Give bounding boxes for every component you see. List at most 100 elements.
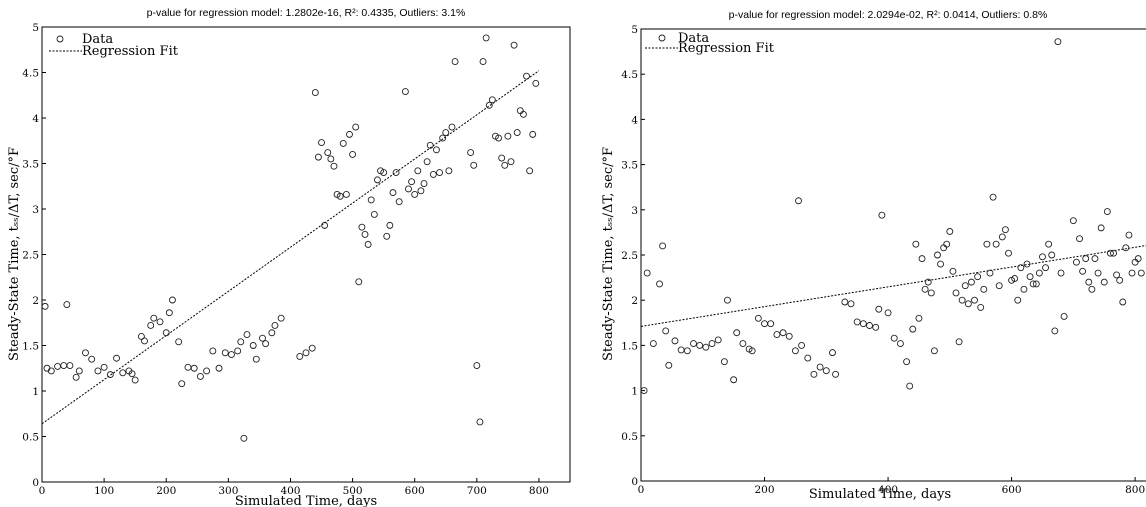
right-data-point — [980, 285, 988, 293]
left-data-point — [54, 362, 61, 370]
right-data-point — [878, 211, 886, 219]
right-data-point — [1085, 278, 1093, 286]
left-x-tick-label: 400 — [280, 485, 300, 497]
left-y-tick-label: 2.5 — [22, 250, 39, 262]
right-data-point — [967, 278, 975, 286]
right-data-point — [958, 296, 966, 304]
left-data-point — [448, 123, 456, 131]
right-data-point — [1079, 267, 1087, 275]
left-legend-data-marker — [56, 35, 64, 43]
right-data-point — [795, 197, 802, 205]
left-data-point — [380, 169, 388, 177]
right-data-point — [1072, 258, 1080, 266]
left-data-point — [302, 349, 310, 357]
right-y-tick-label: 2.5 — [621, 250, 638, 262]
right-data-point — [1057, 269, 1065, 277]
left-data-point — [488, 96, 496, 104]
left-data-point — [476, 418, 484, 426]
left-data-point — [339, 140, 347, 147]
left-data-point — [175, 338, 183, 346]
left-data-point — [119, 369, 127, 377]
right-data-point — [773, 331, 781, 339]
left-data-point — [401, 88, 409, 96]
right-data-point — [1032, 280, 1040, 288]
left-data-point — [308, 344, 316, 352]
right-scatter-chart: p-value for regression model: 2.0294e-02… — [601, 9, 1146, 502]
right-data-point — [649, 340, 657, 348]
right-data-point — [1110, 249, 1117, 257]
right-data-point — [896, 340, 904, 348]
right-y-tick-label: 1.5 — [621, 340, 638, 352]
right-x-tick-label: 200 — [755, 484, 775, 496]
left-data-point — [63, 301, 71, 308]
left-data-point — [417, 187, 425, 195]
left-x-axis-label: Simulated Time, days — [235, 494, 377, 507]
right-data-point — [761, 320, 768, 328]
right-data-point — [785, 332, 793, 340]
left-data-point — [43, 364, 51, 372]
left-y-tick-label: 2 — [32, 295, 39, 307]
left-data-point — [321, 221, 329, 229]
left-plot-frame — [41, 26, 571, 483]
right-data-point — [1060, 313, 1068, 320]
right-data-point — [1048, 251, 1056, 259]
left-data-point — [442, 129, 450, 137]
right-data-point — [949, 267, 957, 275]
right-data-point — [977, 303, 985, 311]
left-data-point — [423, 158, 431, 166]
left-data-point — [507, 158, 515, 166]
left-data-point — [529, 130, 537, 138]
right-data-point — [1088, 285, 1096, 293]
left-data-point — [100, 363, 108, 371]
right-data-point — [1020, 285, 1028, 293]
left-data-point — [349, 150, 357, 158]
left-y-tick-label: 4.5 — [22, 68, 39, 80]
right-data-point — [1137, 269, 1145, 277]
left-data-point — [451, 58, 459, 66]
right-x-tick-label: 600 — [1002, 484, 1022, 496]
left-data-point — [429, 170, 437, 178]
left-x-tick-label: 700 — [467, 485, 487, 497]
left-data-point — [342, 190, 350, 198]
right-data-point — [767, 320, 775, 328]
left-data-point — [473, 362, 481, 369]
left-data-point — [358, 223, 366, 231]
right-data-point — [1125, 231, 1133, 239]
left-data-point — [262, 340, 270, 348]
left-data-point — [296, 352, 304, 360]
left-data-point — [203, 367, 211, 375]
right-data-point — [915, 314, 923, 322]
left-y-tick-label: 4 — [32, 113, 39, 125]
left-data-point — [141, 337, 148, 345]
right-legend-data-marker — [658, 34, 666, 42]
right-data-point — [1076, 235, 1083, 243]
right-y-tick-label: 4.5 — [621, 69, 638, 81]
right-data-point — [992, 240, 1000, 248]
left-data-point — [113, 354, 120, 362]
right-legend: Data Regression Fit — [645, 31, 775, 56]
left-data-point — [221, 349, 229, 357]
right-data-point — [971, 296, 978, 304]
right-data-points — [640, 38, 1145, 395]
left-x-tick-label: 200 — [156, 485, 176, 497]
left-data-point — [501, 161, 509, 169]
right-y-axis-label: Steady-State Time, tₛₛ/ΔT, sec/°F — [601, 147, 616, 361]
left-data-point — [519, 110, 527, 118]
right-data-point — [677, 346, 685, 354]
left-data-point — [395, 198, 403, 206]
left-data-point — [405, 185, 412, 193]
left-data-point — [470, 161, 478, 169]
right-data-point — [1134, 255, 1142, 263]
left-data-point — [318, 139, 325, 147]
left-regression-line — [41, 70, 540, 425]
right-data-point — [961, 282, 969, 290]
right-data-point — [964, 300, 972, 308]
right-data-point — [739, 340, 747, 348]
left-data-point — [523, 72, 530, 80]
left-data-point — [162, 329, 170, 337]
right-data-point — [859, 320, 867, 328]
right-data-point — [829, 349, 836, 357]
right-data-point — [733, 329, 741, 337]
left-data-point — [234, 347, 242, 355]
left-data-point — [386, 221, 394, 229]
